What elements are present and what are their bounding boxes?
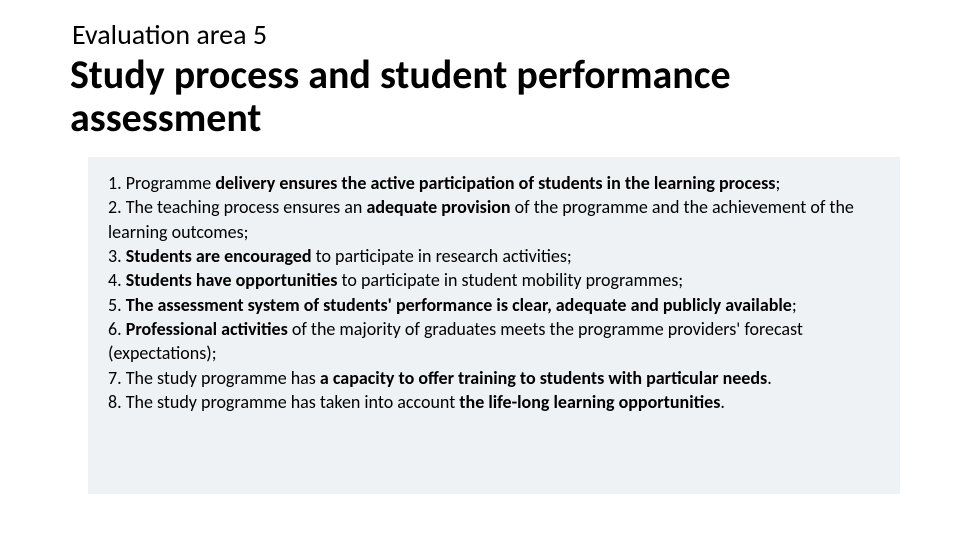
item-text-pre: The study programme has: [126, 367, 320, 389]
slide-pretitle: Evaluation area 5: [72, 20, 900, 51]
item-text-bold: Professional activities: [126, 318, 288, 340]
item-number: 6.: [108, 318, 126, 340]
item-text-bold: Students have opportunities: [126, 269, 338, 291]
item-number: 2.: [108, 196, 126, 218]
content-paragraph: 1. Programme delivery ensures the active…: [108, 171, 880, 414]
item-number: 3.: [108, 245, 126, 267]
item-number: 1.: [108, 172, 126, 194]
item-text-post: .: [767, 367, 772, 389]
item-text-pre: Programme: [126, 172, 216, 194]
item-text-bold: adequate provision: [366, 196, 510, 218]
slide-title: Study process and student performance as…: [70, 53, 900, 139]
item-text-bold: The assessment system of students' perfo…: [126, 294, 792, 316]
item-text-pre: The teaching process ensures an: [126, 196, 367, 218]
item-number: 8.: [108, 391, 126, 413]
item-text-post: to participate in research activities;: [312, 245, 572, 267]
item-number: 4.: [108, 269, 126, 291]
item-text-post: .: [720, 391, 725, 413]
item-text-bold: Students are encouraged: [126, 245, 312, 267]
item-text-pre: The study programme has taken into accou…: [126, 391, 460, 413]
item-text-bold: delivery ensures the active participatio…: [215, 172, 775, 194]
item-text-post: to participate in student mobility progr…: [337, 269, 683, 291]
slide-container: Evaluation area 5 Study process and stud…: [0, 0, 960, 540]
item-text-bold: a capacity to offer training to students…: [320, 367, 767, 389]
item-text-bold: the life-long learning opportunities: [459, 391, 720, 413]
item-number: 5.: [108, 294, 126, 316]
item-text-post: ;: [792, 294, 797, 316]
item-text-post: ;: [775, 172, 780, 194]
item-number: 7.: [108, 367, 126, 389]
content-box: 1. Programme delivery ensures the active…: [88, 157, 900, 494]
